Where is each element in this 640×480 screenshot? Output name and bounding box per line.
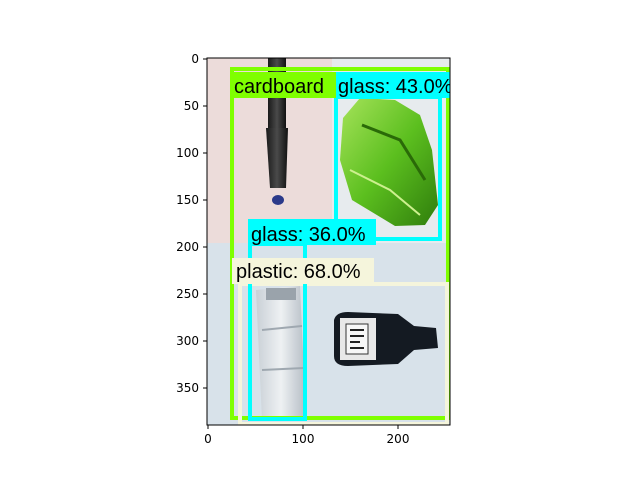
clear-plastic-bottle-icon — [256, 286, 306, 420]
y-tick-label: 250 — [176, 287, 199, 301]
dark-glass-bottle-icon — [334, 312, 438, 366]
y-axis: 0 50 100 150 200 250 300 350 — [176, 52, 207, 395]
label-bg-glass-2 — [248, 219, 376, 245]
y-tick-label: 0 — [191, 52, 199, 66]
x-tick-label: 100 — [292, 432, 315, 446]
label-cardboard: cardboard — [234, 76, 324, 98]
label-glass-1: glass: 43.0% — [338, 76, 453, 98]
x-axis: 0 100 200 — [204, 425, 409, 446]
y-tick-label: 50 — [184, 99, 199, 113]
bbox-cardboard — [230, 67, 450, 420]
label-bg-glass-1 — [336, 72, 450, 98]
axes-frame — [206, 57, 451, 426]
y-tick-label: 100 — [176, 146, 199, 160]
y-tick-label: 300 — [176, 334, 199, 348]
label-bg-cardboard — [232, 72, 336, 98]
label-bg-plastic — [232, 258, 374, 284]
y-tick-label: 350 — [176, 381, 199, 395]
detection-overlays: plastic: 68.0% cardboard glass: 43.0% gl… — [230, 67, 453, 425]
label-plastic: plastic: 68.0% — [236, 261, 361, 283]
green-crushed-glass-icon — [340, 98, 438, 226]
y-tick-label: 150 — [176, 193, 199, 207]
x-tick-label: 0 — [204, 432, 212, 446]
y-tick-label: 200 — [176, 240, 199, 254]
label-glass-2: glass: 36.0% — [251, 224, 366, 246]
x-tick-label: 200 — [387, 432, 410, 446]
